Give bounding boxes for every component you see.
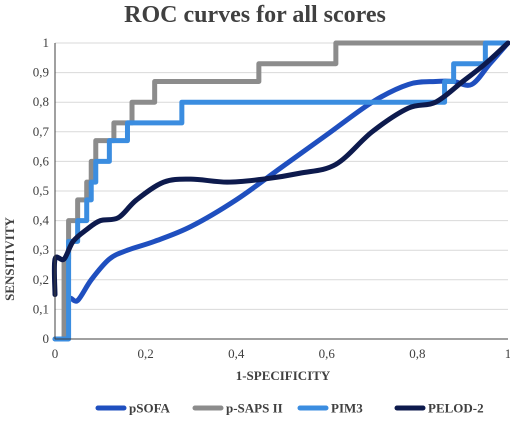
y-tick-label: 0,1 xyxy=(33,301,49,316)
y-tick-label: 0,9 xyxy=(33,65,49,80)
x-axis-label: 1-SPECIFICITY xyxy=(236,368,331,383)
x-tick-label: 0,6 xyxy=(319,346,336,361)
legend-label-pelod-2: PELOD-2 xyxy=(428,401,484,416)
series-line-pelod-2 xyxy=(51,40,510,298)
y-tick-label: 1 xyxy=(43,35,50,50)
y-axis-label: SENSITIVITY xyxy=(2,216,17,300)
series-layer xyxy=(51,40,510,342)
grid-layer xyxy=(55,42,508,340)
axis-layer: 0 0,1 0,2 0,3 0,4 0,5 0,6 0,7 0,8 0,9 1 0 0,2 0,4 0,6 0… xyxy=(33,35,510,361)
y-tick-label: 0,2 xyxy=(33,272,49,287)
y-tick-label: 0,3 xyxy=(33,242,49,257)
legend-label-p-saps-ii: p-SAPS II xyxy=(226,401,283,416)
y-tick-label: 0,4 xyxy=(33,213,50,228)
legend-label-pim3: PIM3 xyxy=(331,401,363,416)
x-tick-label: 1 xyxy=(505,346,510,361)
y-tick-label: 0,5 xyxy=(33,183,49,198)
y-tick-label: 0 xyxy=(43,331,50,346)
x-tick-label: 0,2 xyxy=(137,346,153,361)
series-line-pim3 xyxy=(52,40,510,342)
legend-label-psofa: pSOFA xyxy=(129,401,171,416)
series-line-p-saps-ii xyxy=(52,40,510,342)
y-tick-label: 0,6 xyxy=(33,153,50,168)
y-tick-label: 0,8 xyxy=(33,94,49,109)
x-tick-label: 0,8 xyxy=(409,346,425,361)
y-tick-label: 0,7 xyxy=(33,124,50,139)
x-tick-label: 0 xyxy=(52,346,59,361)
legend: pSOFA p-SAPS II PIM3 PELOD-2 xyxy=(95,401,484,416)
chart-title: ROC curves for all scores xyxy=(124,2,386,28)
x-tick-label: 0,4 xyxy=(228,346,245,361)
